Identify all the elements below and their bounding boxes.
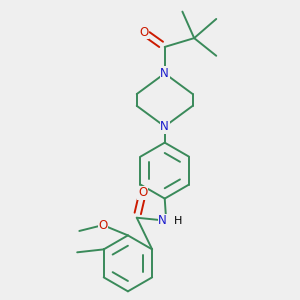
Text: N: N — [158, 214, 167, 227]
Text: O: O — [140, 26, 149, 39]
Text: O: O — [98, 219, 107, 232]
Text: N: N — [160, 67, 169, 80]
Text: N: N — [160, 120, 169, 133]
Text: H: H — [174, 216, 182, 226]
Text: O: O — [138, 186, 147, 199]
